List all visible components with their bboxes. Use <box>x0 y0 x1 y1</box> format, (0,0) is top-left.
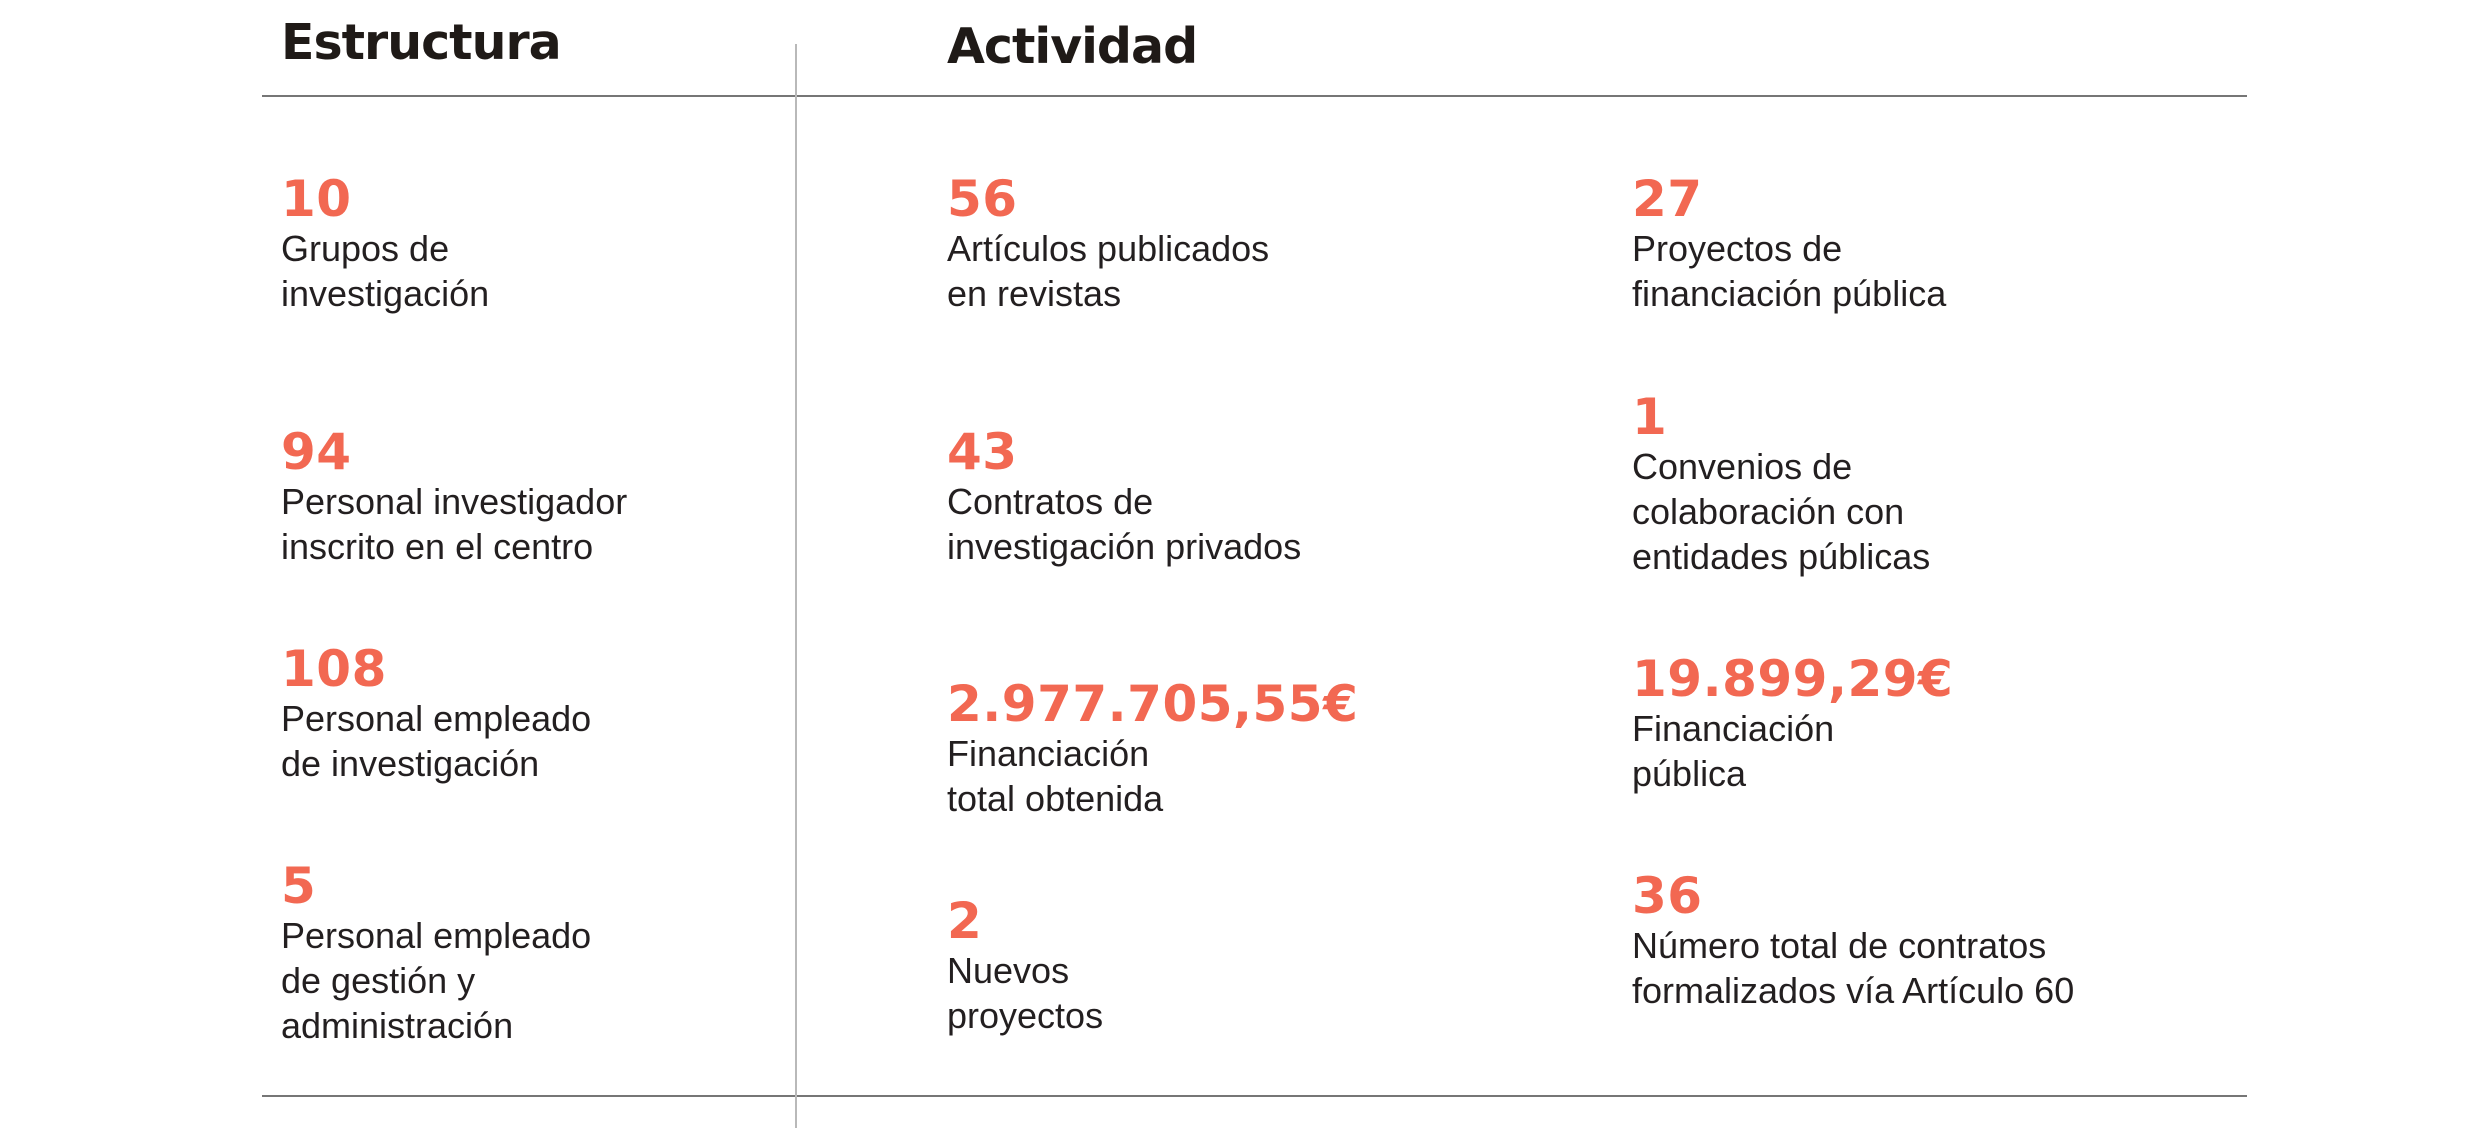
stat-value: 27 <box>1632 170 1703 228</box>
stat-label: Convenios de colaboración con entidades … <box>1632 446 1931 577</box>
stat-value: 94 <box>281 423 352 481</box>
stat-value: 2 <box>947 892 983 950</box>
stat-convenios-colaboracion: 1 Convenios de colaboración con entidade… <box>1632 390 2192 579</box>
stat-personal-empleado-investigacion: 108 Personal empleado de investigación <box>281 642 841 786</box>
stat-label: Número total de contratos formalizados v… <box>1632 925 2075 1011</box>
stat-label: Nuevos proyectos <box>947 950 1104 1036</box>
stat-value: 2.977.705,55€ <box>947 675 1359 733</box>
stat-label: Personal empleado de investigación <box>281 698 592 784</box>
stat-value: 5 <box>281 857 317 915</box>
stat-label: Personal investigador inscrito en el cen… <box>281 481 628 567</box>
stat-value: 10 <box>281 170 352 228</box>
stat-financiacion-publica: 19.899,29€ Financiación pública <box>1632 652 2192 796</box>
stat-label: Personal empleado de gestión y administr… <box>281 915 592 1046</box>
stat-label: Financiación total obtenida <box>947 733 1164 819</box>
stat-label: Grupos de investigación <box>281 228 490 314</box>
column-divider <box>795 44 797 1128</box>
stat-grupos-investigacion: 10 Grupos de investigación <box>281 172 841 316</box>
stat-articulos-publicados: 56 Artículos publicados en revistas <box>947 172 1507 316</box>
section-heading-estructura: Estructura <box>281 14 562 71</box>
stat-value: 36 <box>1632 867 1703 925</box>
stat-label: Artículos publicados en revistas <box>947 228 1270 314</box>
stat-personal-gestion: 5 Personal empleado de gestión y adminis… <box>281 859 841 1048</box>
stat-nuevos-proyectos: 2 Nuevos proyectos <box>947 894 1507 1038</box>
section-heading-actividad: Actividad <box>947 18 1198 75</box>
stat-contratos-privados: 43 Contratos de investigación privados <box>947 425 1507 569</box>
stat-value: 1 <box>1632 388 1668 446</box>
stat-financiacion-total: 2.977.705,55€ Financiación total obtenid… <box>947 677 1507 821</box>
stat-value: 19.899,29€ <box>1632 650 1954 708</box>
bottom-divider <box>262 1095 2247 1097</box>
stat-personal-investigador: 94 Personal investigador inscrito en el … <box>281 425 841 569</box>
stat-label: Contratos de investigación privados <box>947 481 1302 567</box>
stat-label: Proyectos de financiación pública <box>1632 228 1947 314</box>
stat-value: 56 <box>947 170 1018 228</box>
stat-value: 43 <box>947 423 1018 481</box>
stat-value: 108 <box>281 640 387 698</box>
stat-contratos-articulo-60: 36 Número total de contratos formalizado… <box>1632 869 2232 1013</box>
stat-proyectos-financiacion-publica: 27 Proyectos de financiación pública <box>1632 172 2192 316</box>
stat-label: Financiación pública <box>1632 708 1835 794</box>
top-divider <box>262 95 2247 97</box>
